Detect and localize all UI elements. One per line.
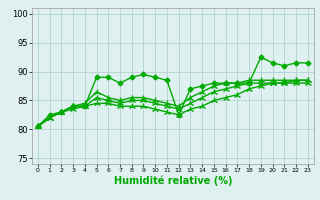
X-axis label: Humidité relative (%): Humidité relative (%) [114, 176, 232, 186]
